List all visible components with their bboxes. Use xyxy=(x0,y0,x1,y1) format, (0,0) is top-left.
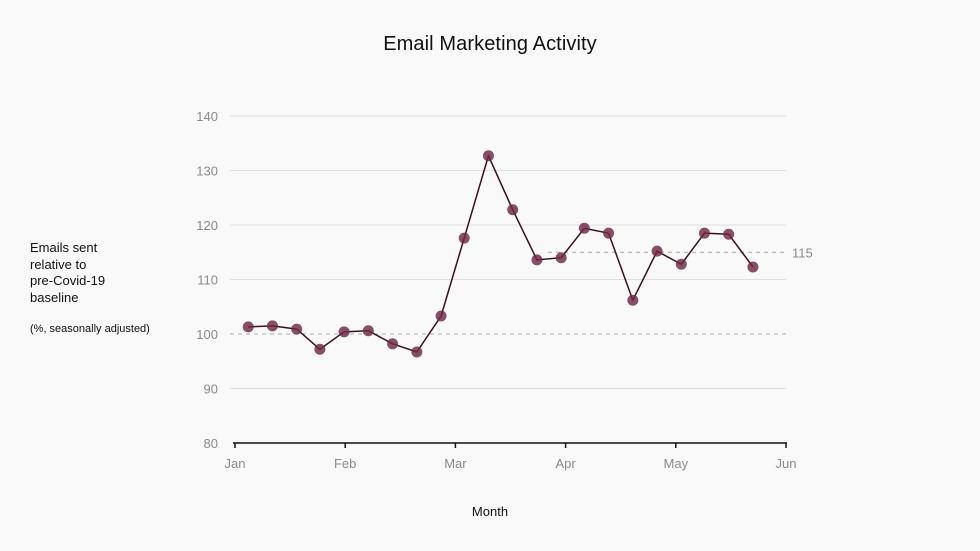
data-point-marker xyxy=(314,343,326,355)
x-tick-label: Feb xyxy=(334,456,356,471)
data-point-marker xyxy=(675,258,687,270)
x-tick-label: Jan xyxy=(225,456,246,471)
data-point-marker xyxy=(291,323,303,335)
data-point-marker xyxy=(531,254,543,266)
series-line xyxy=(248,153,754,353)
data-point-marker xyxy=(627,294,639,306)
y-axis-label-line: pre-Covid-19 xyxy=(30,273,106,288)
x-tick-label: May xyxy=(664,456,689,471)
data-point-marker xyxy=(482,150,494,162)
x-tick-label: Mar xyxy=(444,456,467,471)
x-axis-label: Month xyxy=(471,504,509,519)
y-tick-label: 100 xyxy=(196,327,218,342)
y-axis-note: (%, seasonally adjusted) xyxy=(30,323,150,335)
y-tick-label: 120 xyxy=(196,218,218,233)
y-axis-label-line: baseline xyxy=(30,289,79,305)
reference-lines: 115 xyxy=(230,245,813,335)
data-point-marker xyxy=(747,261,759,273)
y-tick-label: 130 xyxy=(196,164,218,179)
gridlines xyxy=(230,115,786,389)
x-axis: Jan Feb Mar Apr May Jun xyxy=(225,442,797,471)
data-point-marker xyxy=(387,338,399,350)
data-point-marker xyxy=(698,227,710,239)
chart-title: Email Marketing Activity xyxy=(383,33,597,55)
y-axis-label-line: relative to xyxy=(30,256,87,272)
data-point-marker xyxy=(362,325,374,337)
reference-115-label: 115 xyxy=(792,245,813,260)
data-point-marker xyxy=(603,227,615,239)
y-tick-label: 90 xyxy=(204,382,218,397)
data-point-marker xyxy=(555,252,567,264)
x-tick-label: Apr xyxy=(555,456,576,471)
y-tick-label: 110 xyxy=(197,273,218,288)
y-tick-label: 80 xyxy=(204,436,218,451)
y-axis-label: Emails sent relative to pre-Covid-19 bas… xyxy=(30,240,180,306)
x-tick-label: Jun xyxy=(776,456,797,471)
y-axis-ticks: 80 90 100 110 120 130 140 xyxy=(196,109,218,451)
data-point-marker xyxy=(266,320,278,332)
data-series xyxy=(242,150,759,358)
y-axis-label-line: Emails sent xyxy=(30,240,98,255)
data-point-marker xyxy=(723,228,735,240)
data-point-marker xyxy=(435,310,447,322)
data-point-marker xyxy=(338,326,350,338)
data-point-marker xyxy=(578,222,590,234)
y-tick-label: 140 xyxy=(196,109,218,124)
data-point-marker xyxy=(458,232,470,244)
data-point-marker xyxy=(507,204,519,216)
data-point-marker xyxy=(411,346,423,358)
data-point-marker xyxy=(651,245,663,257)
data-point-marker xyxy=(242,321,254,333)
